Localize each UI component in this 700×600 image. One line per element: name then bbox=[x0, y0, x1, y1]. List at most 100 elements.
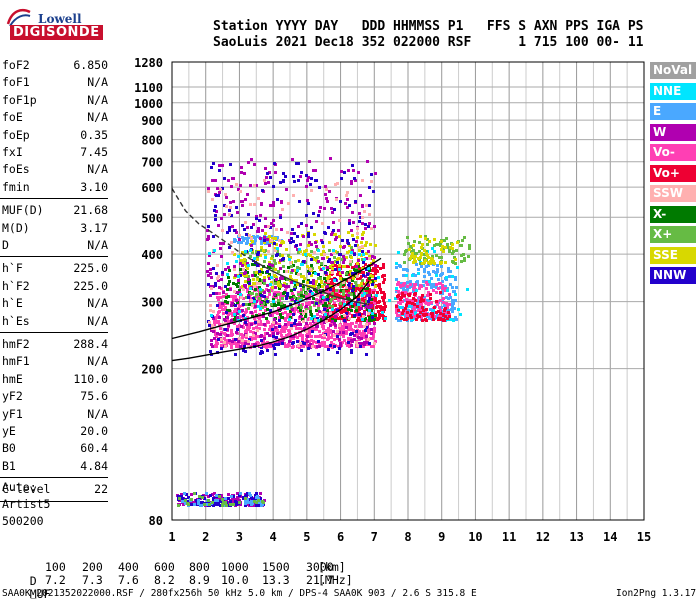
echo-point bbox=[289, 310, 292, 313]
echo-point bbox=[184, 502, 187, 505]
echo-point bbox=[368, 186, 371, 189]
echo-point bbox=[320, 268, 323, 271]
echo-point bbox=[447, 297, 450, 300]
echo-point bbox=[253, 184, 256, 187]
echo-point bbox=[325, 345, 328, 348]
echo-point bbox=[354, 281, 357, 284]
echo-point bbox=[338, 338, 341, 341]
echo-point bbox=[306, 179, 309, 182]
echo-point bbox=[278, 319, 281, 322]
echo-point bbox=[219, 296, 222, 299]
param-name: fmin bbox=[2, 179, 30, 194]
echo-point bbox=[241, 309, 244, 312]
echo-point bbox=[230, 346, 233, 349]
echo-point bbox=[345, 286, 348, 289]
echo-point bbox=[383, 278, 386, 281]
echo-point bbox=[297, 297, 300, 300]
param-b0: B0 60.4 bbox=[2, 441, 108, 458]
echo-point bbox=[413, 293, 416, 296]
echo-point bbox=[397, 251, 400, 254]
echo-point bbox=[274, 282, 277, 285]
param-foep: foEp 0.35 bbox=[2, 128, 108, 145]
echo-point bbox=[395, 305, 398, 308]
echo-point bbox=[317, 340, 320, 343]
echo-point bbox=[213, 345, 216, 348]
echo-point bbox=[438, 306, 441, 309]
echo-point bbox=[280, 275, 283, 278]
echo-point bbox=[314, 272, 317, 275]
echo-point bbox=[255, 326, 258, 329]
echo-point bbox=[243, 272, 246, 275]
echo-point bbox=[362, 231, 365, 234]
echo-point bbox=[410, 300, 413, 303]
echo-point bbox=[377, 284, 380, 287]
echo-point bbox=[333, 256, 336, 259]
echo-point bbox=[446, 289, 449, 292]
echo-point bbox=[356, 287, 359, 290]
echo-point bbox=[377, 301, 380, 304]
echo-point bbox=[260, 246, 263, 249]
echo-point bbox=[323, 277, 326, 280]
echo-point bbox=[327, 337, 330, 340]
echo-point bbox=[256, 235, 259, 238]
param-h-es: h`Es N/A bbox=[2, 314, 108, 331]
echo-point bbox=[290, 324, 293, 327]
echo-point bbox=[246, 288, 249, 291]
echo-point bbox=[223, 177, 226, 180]
echo-point bbox=[319, 277, 322, 280]
echo-point bbox=[363, 287, 366, 290]
echo-point bbox=[300, 291, 303, 294]
echo-point bbox=[413, 283, 416, 286]
echo-point bbox=[435, 243, 438, 246]
echo-point bbox=[286, 231, 289, 234]
echo-point bbox=[307, 235, 310, 238]
echo-point bbox=[312, 297, 315, 300]
echo-point bbox=[290, 327, 293, 330]
echo-point bbox=[431, 315, 434, 318]
echo-point bbox=[222, 242, 225, 245]
echo-point bbox=[336, 335, 339, 338]
echo-point bbox=[272, 332, 275, 335]
muf-unit: [MHz] bbox=[318, 573, 353, 587]
echo-point bbox=[366, 287, 369, 290]
param-name: B0 bbox=[2, 441, 16, 456]
echo-point bbox=[293, 288, 296, 291]
echo-point bbox=[177, 495, 180, 498]
echo-point bbox=[289, 337, 292, 340]
echo-point bbox=[320, 342, 323, 345]
echo-point bbox=[255, 271, 258, 274]
echo-point bbox=[373, 342, 376, 345]
echo-point bbox=[356, 344, 359, 347]
echo-point bbox=[355, 332, 358, 335]
echo-point bbox=[442, 250, 445, 253]
echo-point bbox=[367, 338, 370, 341]
echo-point bbox=[180, 495, 183, 498]
echo-point bbox=[352, 238, 355, 241]
echo-point bbox=[240, 200, 243, 203]
echo-point bbox=[405, 318, 408, 321]
echo-point bbox=[305, 174, 308, 177]
echo-point bbox=[180, 493, 183, 496]
echo-point bbox=[333, 293, 336, 296]
echo-point bbox=[348, 317, 351, 320]
echo-point bbox=[275, 296, 278, 299]
echo-point bbox=[255, 184, 258, 187]
echo-point bbox=[257, 499, 260, 502]
echo-point bbox=[412, 308, 415, 311]
echo-point bbox=[207, 274, 210, 277]
echo-point bbox=[278, 325, 281, 328]
echo-point bbox=[451, 252, 454, 255]
echo-point bbox=[337, 345, 340, 348]
distance-value: 800 bbox=[189, 560, 210, 574]
echo-point bbox=[401, 292, 404, 295]
echo-point bbox=[316, 345, 319, 348]
echo-point bbox=[271, 342, 274, 345]
echo-point bbox=[230, 241, 233, 244]
echo-point bbox=[304, 313, 307, 316]
echo-point bbox=[235, 291, 238, 294]
echo-point bbox=[414, 299, 417, 302]
echo-point bbox=[325, 315, 328, 318]
echo-point bbox=[441, 272, 444, 275]
echo-point bbox=[325, 291, 328, 294]
echo-point bbox=[421, 243, 424, 246]
